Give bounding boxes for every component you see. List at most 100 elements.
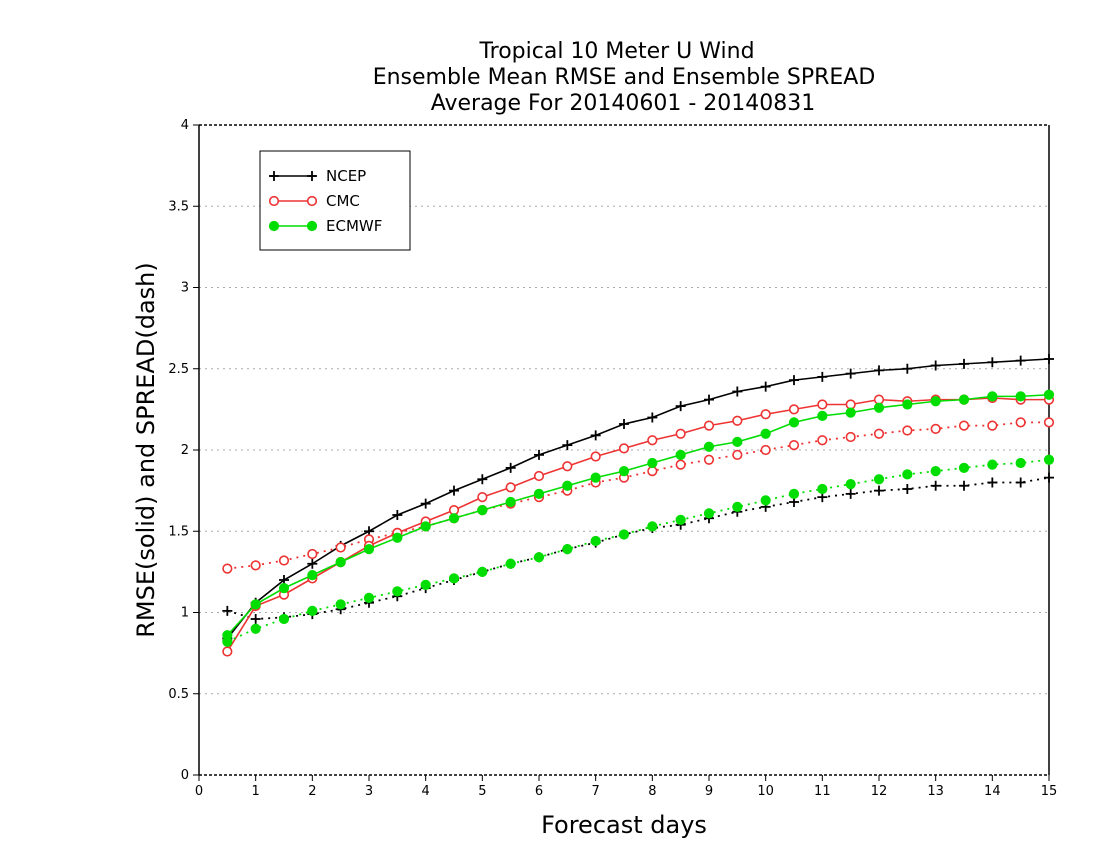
point-cmc-rmse xyxy=(562,461,573,472)
line-cmc-rmse xyxy=(226,397,1049,652)
series-ncep xyxy=(222,354,1054,644)
point-ecmwf-rmse xyxy=(902,399,913,410)
point-cmc-rmse xyxy=(845,399,856,410)
point-cmc-spread xyxy=(845,431,856,443)
point-ncep-rmse xyxy=(704,394,714,405)
point-cmc-spread xyxy=(873,428,885,439)
point-ncep-rmse xyxy=(505,462,516,473)
point-ecmwf-rmse xyxy=(817,410,828,421)
point-ncep-rmse xyxy=(619,419,629,429)
point-ncep-spread xyxy=(959,480,969,491)
point-cmc-spread xyxy=(817,435,828,446)
line-ecmwf-rmse xyxy=(226,393,1050,636)
y-tick-label: 0.5 xyxy=(168,687,189,702)
point-cmc-rmse xyxy=(448,505,460,516)
point-ecmwf-rmse xyxy=(363,544,375,555)
point-ncep-rmse xyxy=(760,381,771,392)
point-ecmwf-rmse xyxy=(845,407,856,418)
y-tick-label: 0 xyxy=(181,768,189,783)
point-ecmwf-spread xyxy=(420,579,431,590)
y-tick-label: 3.5 xyxy=(168,199,189,214)
point-ecmwf-rmse xyxy=(675,449,686,460)
legend-label-ncep: NCEP xyxy=(326,167,366,185)
point-ecmwf-rmse xyxy=(732,436,743,447)
point-ecmwf-rmse xyxy=(250,599,261,610)
point-ecmwf-spread xyxy=(448,573,460,584)
point-ncep-spread xyxy=(250,614,261,624)
point-ecmwf-spread xyxy=(1043,454,1055,465)
point-ecmwf-rmse xyxy=(392,532,403,543)
point-ncep-rmse xyxy=(477,474,488,485)
point-ecmwf-rmse xyxy=(590,472,601,483)
point-ncep-rmse xyxy=(902,363,913,374)
point-cmc-spread xyxy=(1043,417,1055,428)
point-ncep-spread xyxy=(1044,472,1054,483)
point-ncep-rmse xyxy=(1044,354,1054,364)
point-ecmwf-rmse xyxy=(873,402,885,413)
point-ecmwf-spread xyxy=(675,514,686,525)
point-cmc-rmse xyxy=(533,470,545,482)
x-tick-label: 5 xyxy=(478,784,486,799)
title-line-2: Ensemble Mean RMSE and Ensemble SPREAD xyxy=(373,65,876,90)
point-ecmwf-spread xyxy=(590,535,601,547)
series-cmc xyxy=(222,392,1055,657)
x-tick-label: 14 xyxy=(984,784,1001,799)
point-cmc-rmse xyxy=(505,482,516,493)
point-ecmwf-spread xyxy=(505,558,516,569)
point-ncep-spread xyxy=(1015,477,1026,488)
point-cmc-rmse xyxy=(590,451,601,462)
point-ncep-rmse xyxy=(930,360,941,371)
point-ecmwf-spread xyxy=(732,501,743,512)
x-tick-label: 12 xyxy=(871,784,888,799)
point-ecmwf-rmse xyxy=(647,457,658,469)
point-cmc-spread xyxy=(958,420,970,431)
y-tick-label: 2 xyxy=(181,443,189,458)
point-ncep-rmse xyxy=(789,375,799,386)
point-ncep-spread xyxy=(222,605,233,616)
point-ecmwf-rmse xyxy=(930,396,941,407)
point-ecmwf-spread xyxy=(845,479,856,490)
point-ncep-rmse xyxy=(1015,355,1026,366)
point-ecmwf-spread xyxy=(788,488,800,499)
point-ncep-rmse xyxy=(590,430,601,441)
point-cmc-spread xyxy=(930,423,941,434)
point-ncep-rmse xyxy=(874,365,884,376)
point-ecmwf-rmse xyxy=(788,417,800,428)
point-ecmwf-rmse xyxy=(448,513,460,524)
x-tick-label: 10 xyxy=(757,784,774,799)
point-ncep-rmse xyxy=(845,368,856,379)
legend-marker-ecmwf xyxy=(306,220,318,232)
point-ncep-spread xyxy=(902,484,913,494)
point-ncep-rmse xyxy=(449,485,459,496)
point-cmc-spread xyxy=(278,555,290,566)
point-cmc-rmse xyxy=(788,404,800,415)
point-ecmwf-spread xyxy=(958,462,970,473)
x-tick-label: 0 xyxy=(195,784,203,799)
point-cmc-spread xyxy=(703,454,715,465)
legend-label-cmc: CMC xyxy=(326,192,360,210)
chart-title: Tropical 10 Meter U Wind Ensemble Mean R… xyxy=(373,39,876,116)
axes: 00.511.522.533.540 1 2 3 4 5 6 7 8 9 10 11 12 13 14 15 xyxy=(168,118,1057,799)
y-tick-label: 2.5 xyxy=(168,362,189,377)
point-cmc-spread xyxy=(732,449,743,460)
point-ecmwf-spread xyxy=(760,495,771,506)
legend-marker-ecmwf xyxy=(268,220,280,232)
point-ecmwf-spread xyxy=(477,566,488,577)
y-axis-label: RMSE(solid) and SPREAD(dash) xyxy=(132,262,160,638)
line-cmc-spread xyxy=(227,421,1049,570)
point-cmc-spread xyxy=(335,542,346,553)
title-line-3: Average For 20140601 - 20140831 xyxy=(431,91,816,116)
y-tick-label: 4 xyxy=(181,118,189,133)
x-tick-label: 7 xyxy=(592,784,600,799)
point-cmc-spread xyxy=(647,466,658,477)
plot-area xyxy=(222,354,1055,657)
point-ecmwf-rmse xyxy=(307,570,318,581)
legend-label-ecmwf: ECMWF xyxy=(326,217,382,235)
point-ecmwf-rmse xyxy=(477,505,488,516)
line-ncep-spread xyxy=(227,476,1050,620)
point-ecmwf-spread xyxy=(930,466,941,477)
point-cmc-spread xyxy=(307,548,318,560)
point-cmc-spread xyxy=(760,444,771,456)
point-ecmwf-spread xyxy=(902,469,913,480)
